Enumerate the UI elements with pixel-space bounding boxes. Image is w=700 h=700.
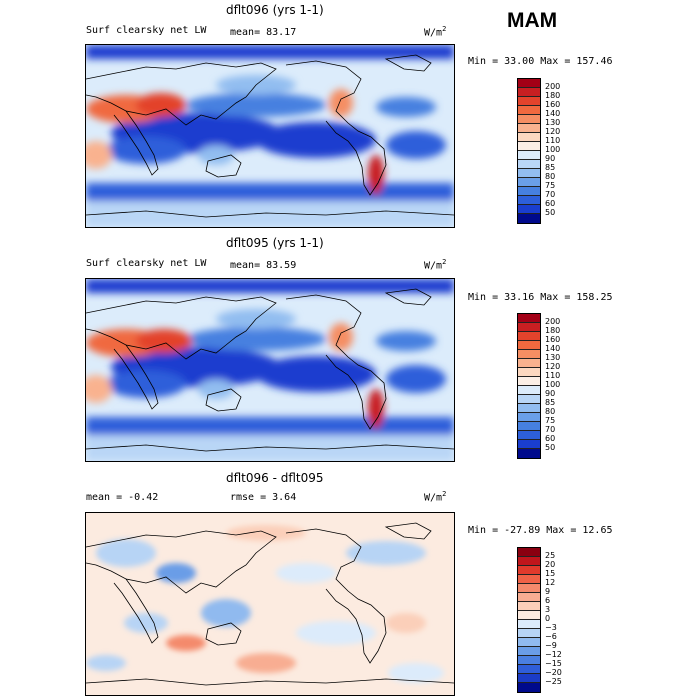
panel-title: dflt095 (yrs 1-1) (226, 236, 324, 250)
tick-label: 20 (545, 560, 556, 569)
panel-title: dflt096 - dflt095 (226, 471, 324, 485)
tick-label: 3 (545, 605, 551, 614)
tick-label: −12 (545, 650, 562, 659)
tick-label: 50 (545, 208, 556, 217)
tick-label: −20 (545, 668, 562, 677)
tick-label: 100 (545, 145, 561, 154)
tick-label: 50 (545, 443, 556, 452)
tick-label: 85 (545, 163, 556, 172)
colorbar-panel-3 (517, 547, 541, 693)
tick-label: 140 (545, 109, 561, 118)
variable-label: Surf clearsky net LW (86, 25, 207, 36)
tick-label: 160 (545, 100, 561, 109)
mean-label: mean = -0.42 (86, 492, 159, 503)
tick-label: 120 (545, 362, 561, 371)
tick-label: 0 (545, 614, 551, 623)
tick-label: 6 (545, 596, 551, 605)
units-label: W/m2 (424, 25, 447, 39)
tick-label: 85 (545, 398, 556, 407)
tick-label: 60 (545, 199, 556, 208)
tick-label: 90 (545, 154, 556, 163)
tick-label: 110 (545, 136, 561, 145)
tick-label: −6 (545, 632, 557, 641)
tick-label: 75 (545, 181, 556, 190)
tick-label: 12 (545, 578, 556, 587)
minmax-label: Min = 33.00 Max = 157.46 (468, 56, 613, 67)
tick-label: −3 (545, 623, 557, 632)
tick-label: 180 (545, 91, 561, 100)
tick-label: 120 (545, 127, 561, 136)
colorbar-panel-2 (517, 313, 541, 459)
colorbar-panel-1 (517, 78, 541, 224)
tick-label: 25 (545, 551, 556, 560)
tick-label: 130 (545, 353, 561, 362)
tick-label: 180 (545, 326, 561, 335)
mean-label: mean= 83.59 (230, 260, 297, 271)
tick-label: 9 (545, 587, 551, 596)
tick-label: 80 (545, 172, 556, 181)
tick-label: −15 (545, 659, 562, 668)
season-label: MAM (507, 9, 558, 32)
tick-label: 200 (545, 317, 561, 326)
tick-label: 130 (545, 118, 561, 127)
tick-label: 70 (545, 425, 556, 434)
minmax-label: Min = 33.16 Max = 158.25 (468, 292, 613, 303)
tick-label: 15 (545, 569, 556, 578)
tick-label: 70 (545, 190, 556, 199)
tick-label: 200 (545, 82, 561, 91)
tick-label: 100 (545, 380, 561, 389)
map-panel-1 (85, 44, 455, 228)
units-label: W/m2 (424, 258, 447, 272)
tick-label: 90 (545, 389, 556, 398)
tick-label: 60 (545, 434, 556, 443)
tick-label: 160 (545, 335, 561, 344)
rmse-label: rmse = 3.64 (230, 492, 297, 503)
tick-label: 110 (545, 371, 561, 380)
tick-label: 80 (545, 407, 556, 416)
map-panel-3 (85, 512, 455, 696)
variable-label: Surf clearsky net LW (86, 258, 207, 269)
minmax-label: Min = -27.89 Max = 12.65 (468, 525, 613, 536)
tick-label: −9 (545, 641, 557, 650)
tick-label: 75 (545, 416, 556, 425)
tick-label: 140 (545, 344, 561, 353)
panel-title: dflt096 (yrs 1-1) (226, 3, 324, 17)
map-panel-2 (85, 278, 455, 462)
tick-label: −25 (545, 677, 562, 686)
units-label: W/m2 (424, 490, 447, 504)
mean-label: mean= 83.17 (230, 27, 297, 38)
